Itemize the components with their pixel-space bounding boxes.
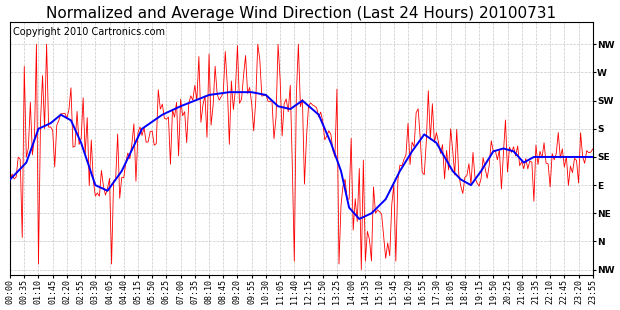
Text: Copyright 2010 Cartronics.com: Copyright 2010 Cartronics.com [13, 27, 165, 37]
Title: Normalized and Average Wind Direction (Last 24 Hours) 20100731: Normalized and Average Wind Direction (L… [46, 6, 557, 20]
